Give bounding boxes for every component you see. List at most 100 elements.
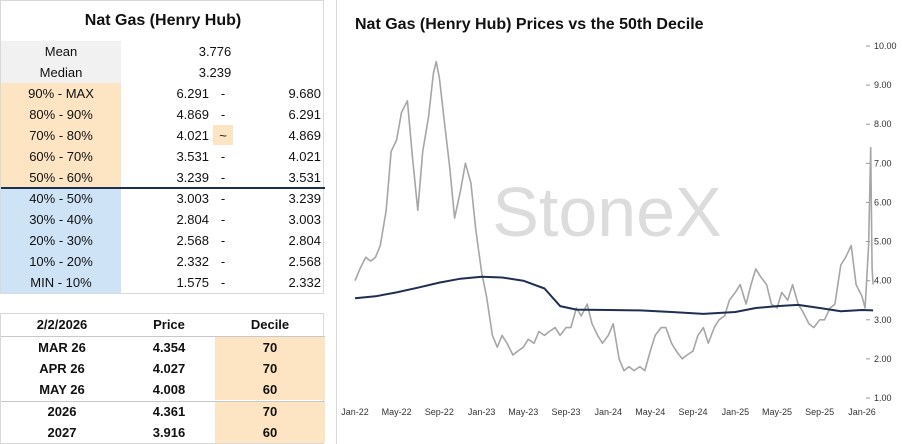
header-date: 2/2/2026 <box>36 317 88 332</box>
mean-value: 3.776 <box>198 44 232 59</box>
decile-low: 2.332 <box>176 254 209 269</box>
decile-low: 1.575 <box>176 275 209 290</box>
decile-separator: - <box>220 107 226 122</box>
decile-separator: - <box>220 254 226 269</box>
decile-high: 2.804 <box>288 233 321 248</box>
decile-separator: ~ <box>213 125 233 145</box>
watermark: StoneX <box>492 173 722 251</box>
y-tick-label: 6.00 <box>874 197 892 207</box>
decile-label: 50% - 60% <box>1 167 121 188</box>
decile-row: 80% - 90% 4.869- 6.291 <box>1 104 325 125</box>
decile-row: 60% - 70% 3.531- 4.021 <box>1 146 325 167</box>
decile-separator: - <box>220 212 226 227</box>
contract-price: 4.354 <box>152 340 186 355</box>
decile-label: 10% - 20% <box>1 251 121 272</box>
y-tick-label: 5.00 <box>874 237 892 247</box>
decile-separator: - <box>220 275 226 290</box>
y-tick-label: 9.00 <box>874 80 892 90</box>
contract-decile: 70 <box>215 401 325 422</box>
decile-separator: - <box>220 149 226 164</box>
decile-label: MIN - 10% <box>1 272 121 293</box>
x-tick-label: Sep-25 <box>805 407 834 417</box>
decile-row: 20% - 30% 2.568- 2.804 <box>1 230 325 251</box>
decile-high: 9.680 <box>288 86 321 101</box>
contract-row: APR 26 4.027 70 <box>1 358 325 379</box>
y-tick-label: 7.00 <box>874 158 892 168</box>
decile-high: 4.021 <box>288 149 321 164</box>
decile-high: 3.531 <box>288 170 321 185</box>
contract-decile: 70 <box>215 337 325 358</box>
decile-high: 4.869 <box>288 128 321 143</box>
x-tick-label: Jan-26 <box>848 407 876 417</box>
x-tick-label: Sep-23 <box>551 407 580 417</box>
x-tick-label: Jan-23 <box>468 407 496 417</box>
decile-separator: - <box>220 170 226 185</box>
x-tick-label: May-25 <box>762 407 792 417</box>
decile-low: 4.869 <box>176 107 209 122</box>
table-divider <box>1 336 325 337</box>
table-divider <box>1 401 325 402</box>
x-tick-label: May-24 <box>635 407 665 417</box>
decile-label: 40% - 50% <box>1 188 121 209</box>
decile-label: 20% - 30% <box>1 230 121 251</box>
contract-price: 4.361 <box>152 404 186 419</box>
decile-row: 10% - 20% 2.332- 2.568 <box>1 251 325 272</box>
y-tick-label: 2.00 <box>874 354 892 364</box>
header-decile: Decile <box>250 317 290 332</box>
decile-low: 2.804 <box>176 212 209 227</box>
header-price: Price <box>153 317 185 332</box>
x-tick-label: Jan-24 <box>595 407 623 417</box>
y-tick-label: 1.00 <box>874 393 892 403</box>
contract-price: 4.027 <box>152 361 186 376</box>
contract-row: 2026 4.361 70 <box>1 401 325 422</box>
contract-name: MAR 26 <box>38 340 86 355</box>
contract-decile: 70 <box>215 358 325 379</box>
decile-high: 2.332 <box>288 275 321 290</box>
contract-name: 2027 <box>47 425 77 440</box>
decile-label: 90% - MAX <box>1 83 121 104</box>
deciles-panel: Nat Gas (Henry Hub) Mean 3.776 Median 3.… <box>0 0 325 294</box>
contract-decile: 60 <box>215 422 325 443</box>
decile-label: 30% - 40% <box>1 209 121 230</box>
contracts-table: 2/2/2026 Price Decile MAR 26 4.354 70 APR 2… <box>0 313 325 444</box>
contract-price: 4.008 <box>152 382 186 397</box>
x-tick-label: May-22 <box>382 407 412 417</box>
x-tick-label: Sep-24 <box>678 407 707 417</box>
decile-low: 3.003 <box>176 191 209 206</box>
left-panel: Nat Gas (Henry Hub) Mean 3.776 Median 3.… <box>0 0 326 444</box>
y-tick-label: 4.00 <box>874 276 892 286</box>
chart-panel: Nat Gas (Henry Hub) Prices vs the 50th D… <box>336 0 902 444</box>
decile-label: 70% - 80% <box>1 125 121 146</box>
decile-row: 50% - 60% 3.239- 3.531 <box>1 167 325 188</box>
contract-name: MAY 26 <box>39 382 85 397</box>
decile-row: 30% - 40% 2.804- 3.003 <box>1 209 325 230</box>
decile-series-line <box>354 275 874 315</box>
deciles-title: Nat Gas (Henry Hub) <box>84 12 242 29</box>
median-value: 3.239 <box>198 65 232 80</box>
x-tick-label: Jan-25 <box>722 407 750 417</box>
x-tick-label: Jan-22 <box>341 407 369 417</box>
contracts-header-row: 2/2/2026 Price Decile <box>1 314 325 335</box>
contract-price: 3.916 <box>152 425 186 440</box>
decile-row: 70% - 80% 4.021 ~4.869 <box>1 125 325 146</box>
decile-separator: - <box>220 191 226 206</box>
median-divider <box>1 187 325 189</box>
x-tick-label: Sep-22 <box>425 407 454 417</box>
mean-label: Mean <box>1 41 121 62</box>
contract-name: APR 26 <box>39 361 85 376</box>
contract-row: MAR 26 4.354 70 <box>1 337 325 358</box>
decile-label: 80% - 90% <box>1 104 121 125</box>
decile-separator: - <box>220 233 226 248</box>
decile-row: MIN - 10% 1.575- 2.332 <box>1 272 325 293</box>
chart-title: Nat Gas (Henry Hub) Prices vs the 50th D… <box>355 16 704 33</box>
decile-label: 60% - 70% <box>1 146 121 167</box>
decile-low: 4.021 <box>176 128 209 143</box>
decile-low: 3.239 <box>176 170 209 185</box>
y-tick-label: 8.00 <box>874 119 892 129</box>
mean-row: Mean 3.776 <box>1 41 325 62</box>
contract-name: 2026 <box>47 404 77 419</box>
x-tick-label: May-23 <box>508 407 538 417</box>
decile-row: 90% - MAX 6.291- 9.680 <box>1 83 325 104</box>
y-tick-label: 10.00 <box>874 41 897 51</box>
decile-low: 2.568 <box>176 233 209 248</box>
